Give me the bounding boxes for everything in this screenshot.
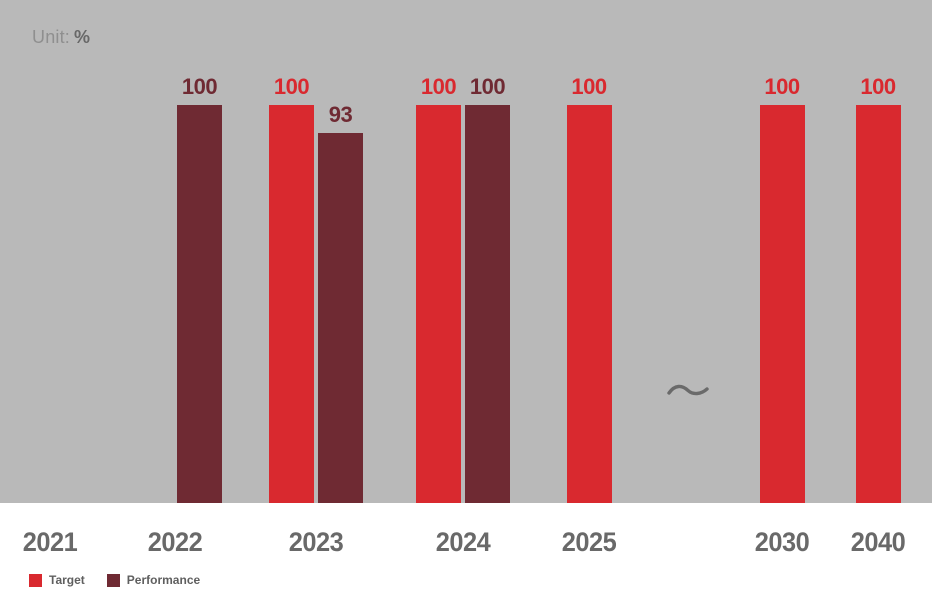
bar-target-2030 bbox=[759, 105, 805, 503]
bar-target-2040 bbox=[855, 105, 901, 503]
bar-value-performance-2024: 100 bbox=[469, 74, 506, 99]
bar-value-performance-2023: 93 bbox=[328, 101, 353, 127]
x-tick-2021: 2021 bbox=[22, 527, 78, 557]
x-tick-2023: 2023 bbox=[288, 527, 344, 557]
unit-value: % bbox=[74, 27, 91, 47]
bar-value-performance-2022: 100 bbox=[181, 74, 218, 99]
unit-label: Unit:% bbox=[32, 27, 90, 48]
bar-target-2023 bbox=[269, 105, 314, 503]
legend: Target Performance bbox=[29, 573, 200, 587]
bar-value-target-2025: 100 bbox=[571, 74, 607, 99]
bar-value-target-2030: 100 bbox=[764, 74, 800, 99]
x-tick-2040: 2040 bbox=[850, 527, 906, 557]
bar-performance-2023 bbox=[318, 132, 363, 503]
bar-value-target-2023: 100 bbox=[273, 74, 310, 99]
legend-item-target: Target bbox=[29, 573, 85, 587]
legend-item-performance: Performance bbox=[106, 573, 201, 587]
plot-area: Unit:% 100 100 93 100 100 100 100 100 bbox=[0, 0, 932, 503]
legend-label-performance: Performance bbox=[126, 573, 201, 587]
target-swatch bbox=[29, 573, 42, 587]
x-tick-2022: 2022 bbox=[147, 527, 203, 557]
unit-prefix: Unit: bbox=[32, 27, 71, 47]
bar-performance-2024 bbox=[465, 105, 510, 503]
x-axis: 2021 2022 2023 2024 2025 2030 2040 bbox=[0, 503, 932, 563]
bar-performance-2022 bbox=[177, 105, 222, 503]
x-tick-2025: 2025 bbox=[561, 527, 617, 557]
x-tick-2024: 2024 bbox=[435, 527, 491, 557]
legend-label-target: Target bbox=[49, 573, 85, 587]
bar-target-2024 bbox=[416, 105, 461, 503]
x-tick-2030: 2030 bbox=[754, 527, 810, 557]
axis-break-squiggle-icon bbox=[667, 384, 709, 396]
bar-value-target-2040: 100 bbox=[860, 74, 896, 99]
bar-target-2025 bbox=[566, 105, 612, 503]
bar-value-target-2024: 100 bbox=[420, 74, 457, 99]
performance-swatch bbox=[106, 573, 120, 587]
